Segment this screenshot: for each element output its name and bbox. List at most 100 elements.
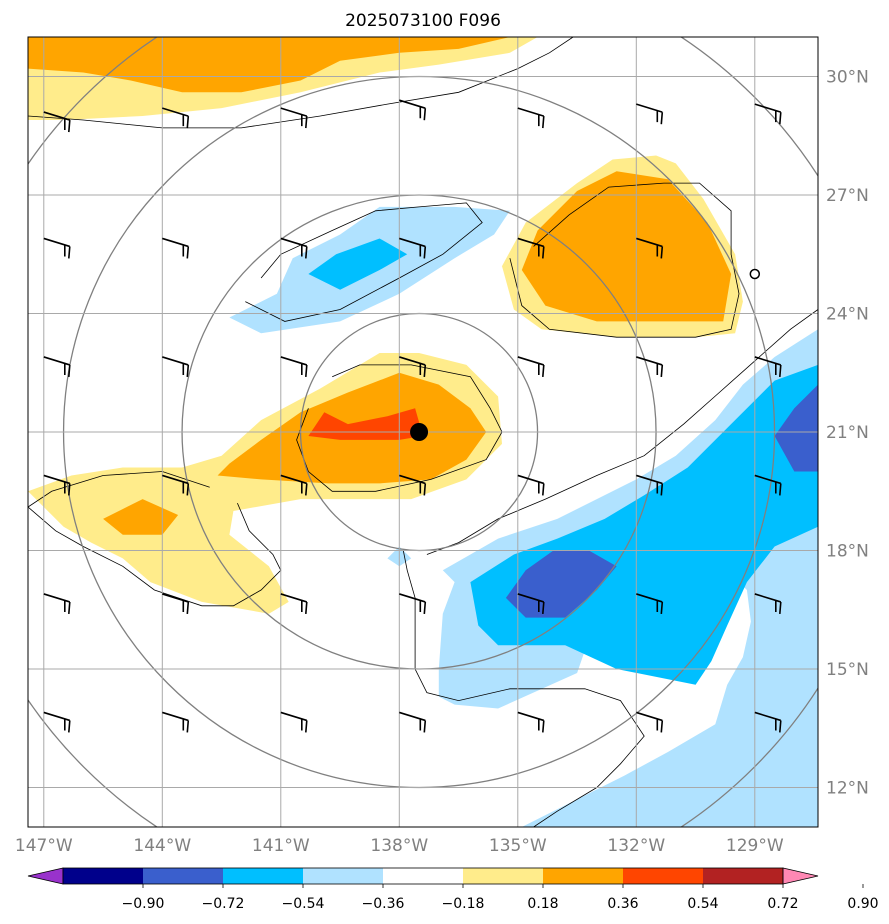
colorbar-segment-8 bbox=[623, 868, 703, 884]
x-tick-label-3: 138°W bbox=[370, 836, 428, 856]
map-frame bbox=[27, 36, 819, 828]
x-tick-label-2: 141°W bbox=[252, 836, 310, 856]
wind-barbs bbox=[43, 99, 782, 733]
y-tick-label-1: 27°N bbox=[826, 186, 869, 206]
filled-region-3 bbox=[521, 171, 732, 322]
x-tick-label-5: 132°W bbox=[607, 836, 665, 856]
y-tick-label-2: 24°N bbox=[826, 305, 869, 325]
colorbar-segment-6 bbox=[463, 868, 543, 884]
wind-barb-23 bbox=[399, 474, 427, 496]
wind-barb-37 bbox=[399, 711, 427, 733]
wind-barb-18 bbox=[636, 356, 664, 378]
colorbar-segment-1 bbox=[63, 868, 143, 884]
wind-barb-24 bbox=[517, 474, 545, 496]
y-tick-label-6: 12°N bbox=[826, 779, 869, 799]
storm-markers bbox=[410, 268, 761, 441]
wind-barb-25 bbox=[636, 474, 664, 496]
colorbar-outline bbox=[62, 867, 784, 885]
wind-barb-11 bbox=[517, 237, 545, 259]
y-axis-ticks: 30°N 27°N 24°N 21°N 18°N 15°N 12°N bbox=[826, 68, 869, 799]
x-tick-label-1: 144°W bbox=[133, 836, 191, 856]
wind-barb-28 bbox=[162, 593, 190, 615]
wind-barb-21 bbox=[162, 474, 190, 496]
colorbar-segment-9 bbox=[703, 868, 783, 884]
colorbar-label-0: −0.90 bbox=[122, 896, 165, 912]
anomaly-contour-lines bbox=[28, 37, 818, 827]
y-tick-label-5: 15°N bbox=[826, 660, 869, 680]
wind-barb-16 bbox=[399, 356, 427, 378]
wind-barb-4 bbox=[517, 107, 545, 129]
filled-region-5 bbox=[308, 238, 408, 290]
storm-center-marker bbox=[410, 423, 429, 441]
wind-barb-6 bbox=[754, 103, 782, 125]
wind-barb-30 bbox=[399, 593, 427, 615]
contour-line-1 bbox=[245, 202, 483, 322]
colorbar-segment-7 bbox=[543, 868, 623, 884]
wind-barb-40 bbox=[754, 711, 782, 733]
filled-region-14 bbox=[774, 384, 818, 472]
colorbar-extend-low bbox=[27, 867, 64, 885]
wind-barb-39 bbox=[636, 711, 664, 733]
wind-barb-27 bbox=[43, 593, 71, 615]
colorbar-label-1: −0.72 bbox=[202, 896, 245, 912]
wind-barb-2 bbox=[280, 107, 308, 129]
x-tick-label-0: 147°W bbox=[15, 836, 73, 856]
wind-barb-8 bbox=[162, 237, 190, 259]
wind-barb-29 bbox=[280, 593, 308, 615]
colorbar-segment-5 bbox=[383, 868, 463, 884]
wind-barb-34 bbox=[43, 711, 71, 733]
wind-barb-1 bbox=[162, 107, 190, 129]
wind-barb-31 bbox=[517, 593, 545, 615]
colorbar-label-6: 0.36 bbox=[607, 896, 638, 912]
colorbar-label-5: 0.18 bbox=[527, 896, 558, 912]
colorbar-extend-high bbox=[782, 867, 819, 885]
wind-barb-9 bbox=[280, 237, 308, 259]
wind-barb-38 bbox=[517, 711, 545, 733]
colorbar-segment-4 bbox=[303, 868, 383, 884]
wind-barb-36 bbox=[280, 711, 308, 733]
filled-contours bbox=[28, 37, 818, 827]
wind-barb-14 bbox=[162, 356, 190, 378]
filled-region-13 bbox=[505, 550, 617, 618]
contour-line-2 bbox=[509, 182, 740, 338]
wind-barb-12 bbox=[636, 237, 664, 259]
wind-barb-17 bbox=[517, 356, 545, 378]
colorbar: −0.90 −0.72 −0.54 −0.36 −0.18 0.18 0.36 0.54 0.7… bbox=[27, 867, 879, 912]
contour-line-0 bbox=[28, 37, 574, 129]
filled-region-9 bbox=[103, 499, 179, 535]
contour-line-3 bbox=[296, 364, 503, 492]
colorbar-label-2: −0.54 bbox=[282, 896, 325, 912]
wind-barb-32 bbox=[636, 593, 664, 615]
wind-barb-20 bbox=[43, 474, 71, 496]
colorbar-label-9: 0.90 bbox=[847, 896, 878, 912]
contour-line-5 bbox=[402, 550, 645, 827]
y-tick-label-4: 18°N bbox=[826, 542, 869, 562]
secondary-marker bbox=[749, 268, 761, 280]
wind-barb-7 bbox=[43, 237, 71, 259]
colorbar-label-3: −0.36 bbox=[362, 896, 405, 912]
contour-line-6 bbox=[426, 309, 818, 555]
wind-barb-3 bbox=[399, 99, 427, 121]
colorbar-segment-2 bbox=[143, 868, 223, 884]
colorbar-label-4: −0.18 bbox=[442, 896, 485, 912]
wind-barb-0 bbox=[43, 111, 71, 133]
colorbar-label-8: 0.72 bbox=[767, 896, 798, 912]
wind-barb-5 bbox=[636, 103, 664, 125]
wind-barb-26 bbox=[754, 474, 782, 496]
wind-barb-33 bbox=[754, 593, 782, 615]
gridlines bbox=[28, 37, 818, 827]
wind-barb-15 bbox=[280, 356, 308, 378]
contour-line-4 bbox=[28, 471, 282, 607]
wind-barb-19 bbox=[754, 356, 782, 378]
x-tick-label-4: 135°W bbox=[489, 836, 547, 856]
filled-region-1 bbox=[28, 37, 510, 93]
x-tick-label-6: 129°W bbox=[726, 836, 784, 856]
wind-barb-13 bbox=[43, 356, 71, 378]
y-tick-label-3: 21°N bbox=[826, 423, 869, 443]
x-axis-ticks: 147°W 144°W 141°W 138°W 135°W 132°W 129°W bbox=[15, 836, 784, 856]
colorbar-segment-3 bbox=[223, 868, 303, 884]
wind-barb-22 bbox=[280, 474, 308, 496]
wind-barb-35 bbox=[162, 711, 190, 733]
